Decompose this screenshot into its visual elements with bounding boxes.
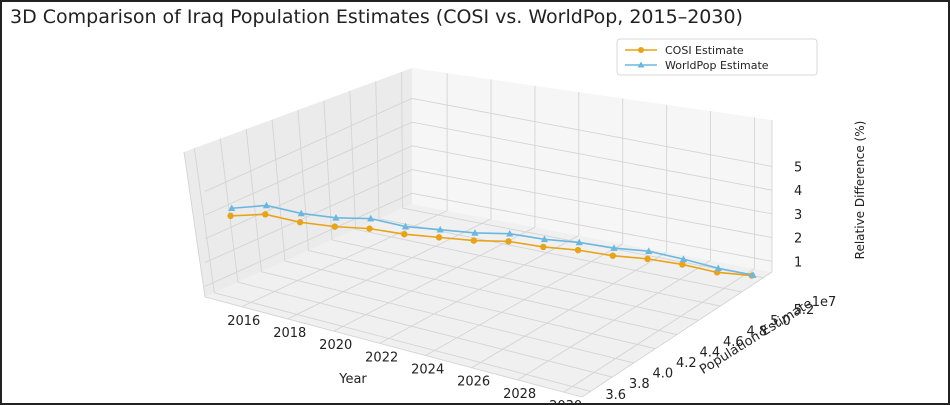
data-point [435, 234, 443, 241]
data-point [470, 237, 477, 244]
grid-line-y [261, 271, 634, 364]
data-point [575, 238, 583, 246]
side-pane [184, 68, 412, 297]
series-group [227, 201, 757, 279]
z-tick-label: 5 [794, 160, 802, 175]
data-point [679, 255, 688, 262]
series-cosi [227, 211, 755, 279]
data-point [506, 229, 514, 237]
y-tick-label: 5.0 [770, 314, 791, 329]
grid-line-y [245, 129, 262, 272]
data-point [679, 261, 686, 268]
data-point [609, 252, 616, 259]
series-worldpop [228, 201, 757, 278]
grid-line-z [204, 145, 413, 240]
grid-line-y [401, 71, 404, 209]
x-tick-label: 2022 [365, 350, 398, 365]
grid-line-z [411, 121, 773, 191]
grid-line-y [331, 239, 699, 321]
y-tick-label: 4.2 [676, 356, 697, 371]
data-point [540, 243, 547, 251]
y-axis-offset: 1e7 [812, 295, 837, 310]
data-point [331, 223, 339, 230]
y-tick-label: 5.2 [794, 303, 815, 318]
grid-line-y [375, 81, 380, 219]
grid-line-z [204, 169, 413, 264]
grid-line-y [349, 90, 356, 230]
data-point [471, 229, 479, 236]
legend-marker [637, 61, 645, 68]
x-axis-label: Year [338, 372, 367, 387]
legend-label: WorldPop Estimate [665, 59, 769, 72]
x-tick-label: 2020 [319, 338, 352, 353]
data-point [644, 255, 651, 263]
data-point [228, 204, 236, 212]
data-point [610, 244, 618, 251]
z-tick-label: 3 [794, 208, 802, 223]
grid-line-z [411, 169, 773, 239]
x-tick-label: 2024 [411, 363, 444, 378]
legend-box [616, 38, 818, 76]
legend-label: COSI Estimate [665, 44, 744, 57]
x-tick-label: 2018 [273, 326, 306, 341]
x-tick-label: 2030 [549, 399, 582, 403]
data-point [401, 222, 410, 230]
y-tick-label: 3.8 [629, 377, 650, 392]
grid-line-y [297, 109, 309, 251]
data-point [749, 271, 757, 278]
data-point [296, 219, 304, 226]
grid-line-z [204, 192, 413, 287]
y-tick-label: 4.8 [747, 324, 768, 339]
grid-line-y [284, 260, 656, 350]
grid-line-y [355, 228, 721, 307]
grid-line-z [411, 97, 773, 167]
chart-title: 3D Comparison of Iraq Population Estimat… [10, 6, 743, 28]
grid-line-y [271, 119, 286, 262]
data-point [332, 213, 340, 221]
data-point [645, 247, 653, 255]
grid-line-z [411, 192, 773, 262]
z-axis-label: Relative Difference (%) [853, 121, 867, 260]
tick-labels: 201620182020202220242026202820303.63.84.… [227, 160, 814, 403]
y-tick-label: 4.6 [723, 335, 744, 350]
y-tick-label: 4.0 [652, 367, 673, 382]
x-tick-label: 2026 [457, 375, 490, 390]
pane-edge [204, 296, 583, 398]
pane-edge [581, 271, 773, 398]
z-tick-label: 2 [794, 232, 802, 247]
grid-line-y [308, 250, 678, 335]
x-tick-label: 2028 [503, 387, 536, 402]
z-tick-label: 1 [794, 255, 802, 270]
pane-edge [183, 151, 206, 298]
data-point [714, 264, 722, 272]
data-point [436, 225, 444, 233]
z-tick-label: 4 [794, 184, 802, 199]
grid-lines [183, 71, 773, 398]
data-point [540, 235, 549, 243]
data-point [262, 211, 269, 218]
grid-line-z [204, 98, 413, 192]
x-tick-label: 2016 [227, 314, 260, 329]
data-point [367, 214, 375, 222]
grid-line-y [214, 292, 591, 392]
data-point [366, 225, 373, 232]
data-point [401, 230, 408, 238]
data-point [297, 209, 305, 217]
data-point [262, 201, 271, 209]
legend-marker [638, 47, 644, 53]
legend: COSI Estimate WorldPop Estimate [616, 38, 818, 76]
series-line [231, 204, 754, 276]
data-point [227, 212, 234, 220]
grid-line-z [411, 145, 773, 215]
grid-line-y [193, 148, 215, 293]
series-line [230, 213, 752, 277]
grid-line-z [204, 121, 413, 216]
data-point [505, 238, 512, 245]
data-point [574, 246, 582, 254]
grid-line-y [237, 281, 613, 378]
y-tick-label: 3.6 [605, 388, 626, 403]
y-tick-label: 4.4 [700, 346, 721, 361]
